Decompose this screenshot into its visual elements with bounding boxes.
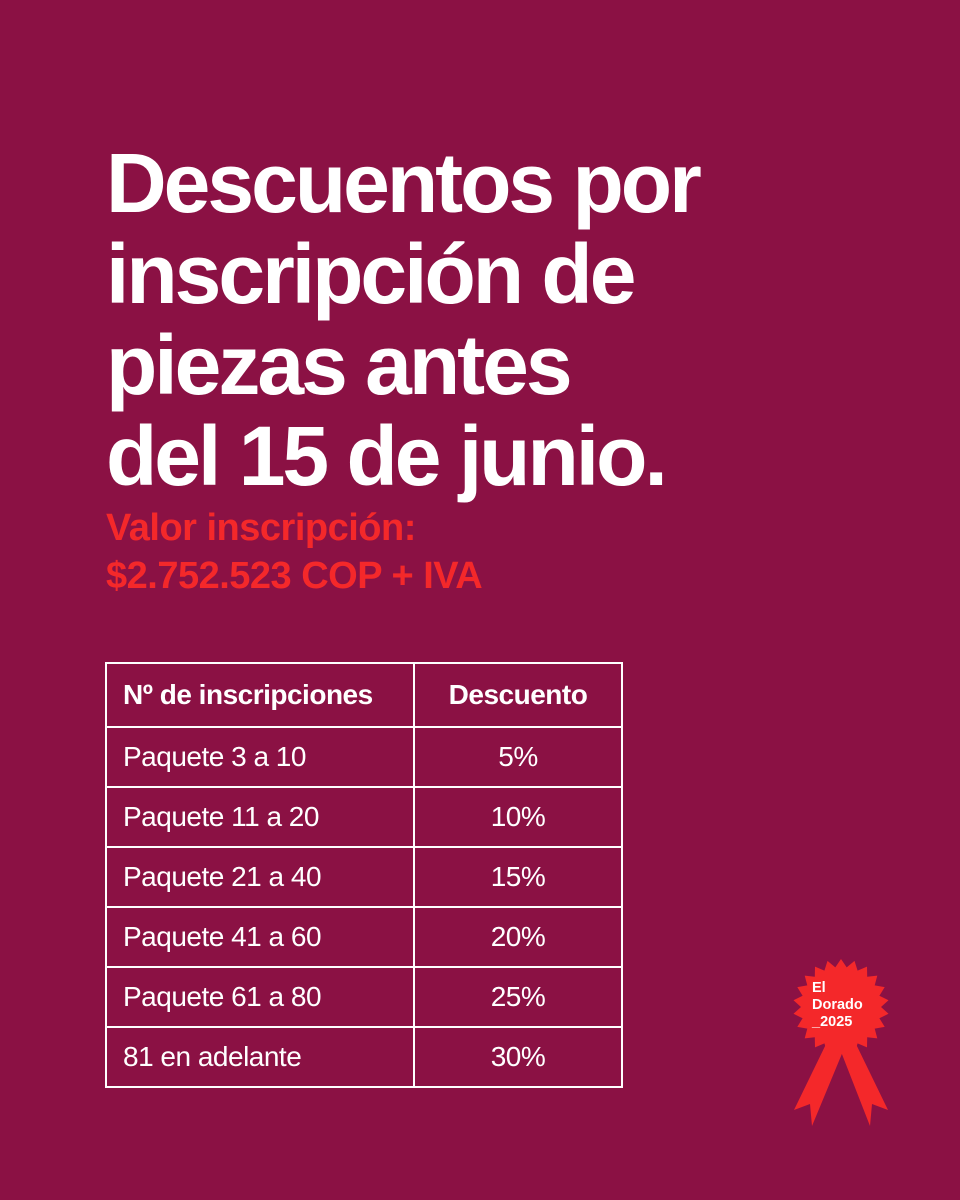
price-label: Valor inscripción: bbox=[106, 507, 416, 549]
discount-value: 5% bbox=[413, 726, 623, 788]
ribbon-left-tail bbox=[794, 1040, 846, 1126]
el-dorado-ribbon-badge: El Dorado _2025 bbox=[793, 959, 889, 1126]
badge-line-1: El bbox=[812, 980, 826, 996]
table-row: Paquete 61 a 80 25% bbox=[105, 966, 623, 1028]
title-line: Descuentos por bbox=[106, 136, 702, 230]
badge-line-3: _2025 bbox=[811, 1014, 852, 1030]
discount-value: 15% bbox=[413, 846, 623, 908]
table-row: 81 en adelante 30% bbox=[105, 1026, 623, 1088]
badge-line-2: Dorado bbox=[812, 997, 863, 1013]
discount-value: 25% bbox=[413, 966, 623, 1028]
discount-table: Nº de inscripciones Descuento Paquete 3 … bbox=[105, 662, 623, 1088]
header-discount: Descuento bbox=[413, 662, 623, 728]
title-line: piezas antes bbox=[106, 318, 573, 412]
price-value: $2.752.523 COP + IVA bbox=[106, 555, 483, 597]
registration-price: Valor inscripción: $2.752.523 COP + IVA bbox=[106, 504, 483, 600]
package-label: 81 en adelante bbox=[105, 1026, 415, 1088]
header-registrations: Nº de inscripciones bbox=[105, 662, 415, 728]
package-label: Paquete 3 a 10 bbox=[105, 726, 415, 788]
discount-value: 20% bbox=[413, 906, 623, 968]
package-label: Paquete 21 a 40 bbox=[105, 846, 415, 908]
discount-value: 30% bbox=[413, 1026, 623, 1088]
rosette-star-shape bbox=[793, 959, 889, 1055]
ribbon-right-tail bbox=[838, 1040, 888, 1126]
package-label: Paquete 11 a 20 bbox=[105, 786, 415, 848]
table-row: Paquete 3 a 10 5% bbox=[105, 726, 623, 788]
table-header-row: Nº de inscripciones Descuento bbox=[105, 662, 623, 728]
title-line: del 15 de junio. bbox=[106, 409, 668, 503]
package-label: Paquete 61 a 80 bbox=[105, 966, 415, 1028]
table-row: Paquete 11 a 20 10% bbox=[105, 786, 623, 848]
table-row: Paquete 41 a 60 20% bbox=[105, 906, 623, 968]
table-row: Paquete 21 a 40 15% bbox=[105, 846, 623, 908]
title-line: inscripción de bbox=[106, 227, 636, 321]
page-title: Descuentos por inscripción de piezas ant… bbox=[106, 138, 866, 502]
discount-value: 10% bbox=[413, 786, 623, 848]
package-label: Paquete 41 a 60 bbox=[105, 906, 415, 968]
